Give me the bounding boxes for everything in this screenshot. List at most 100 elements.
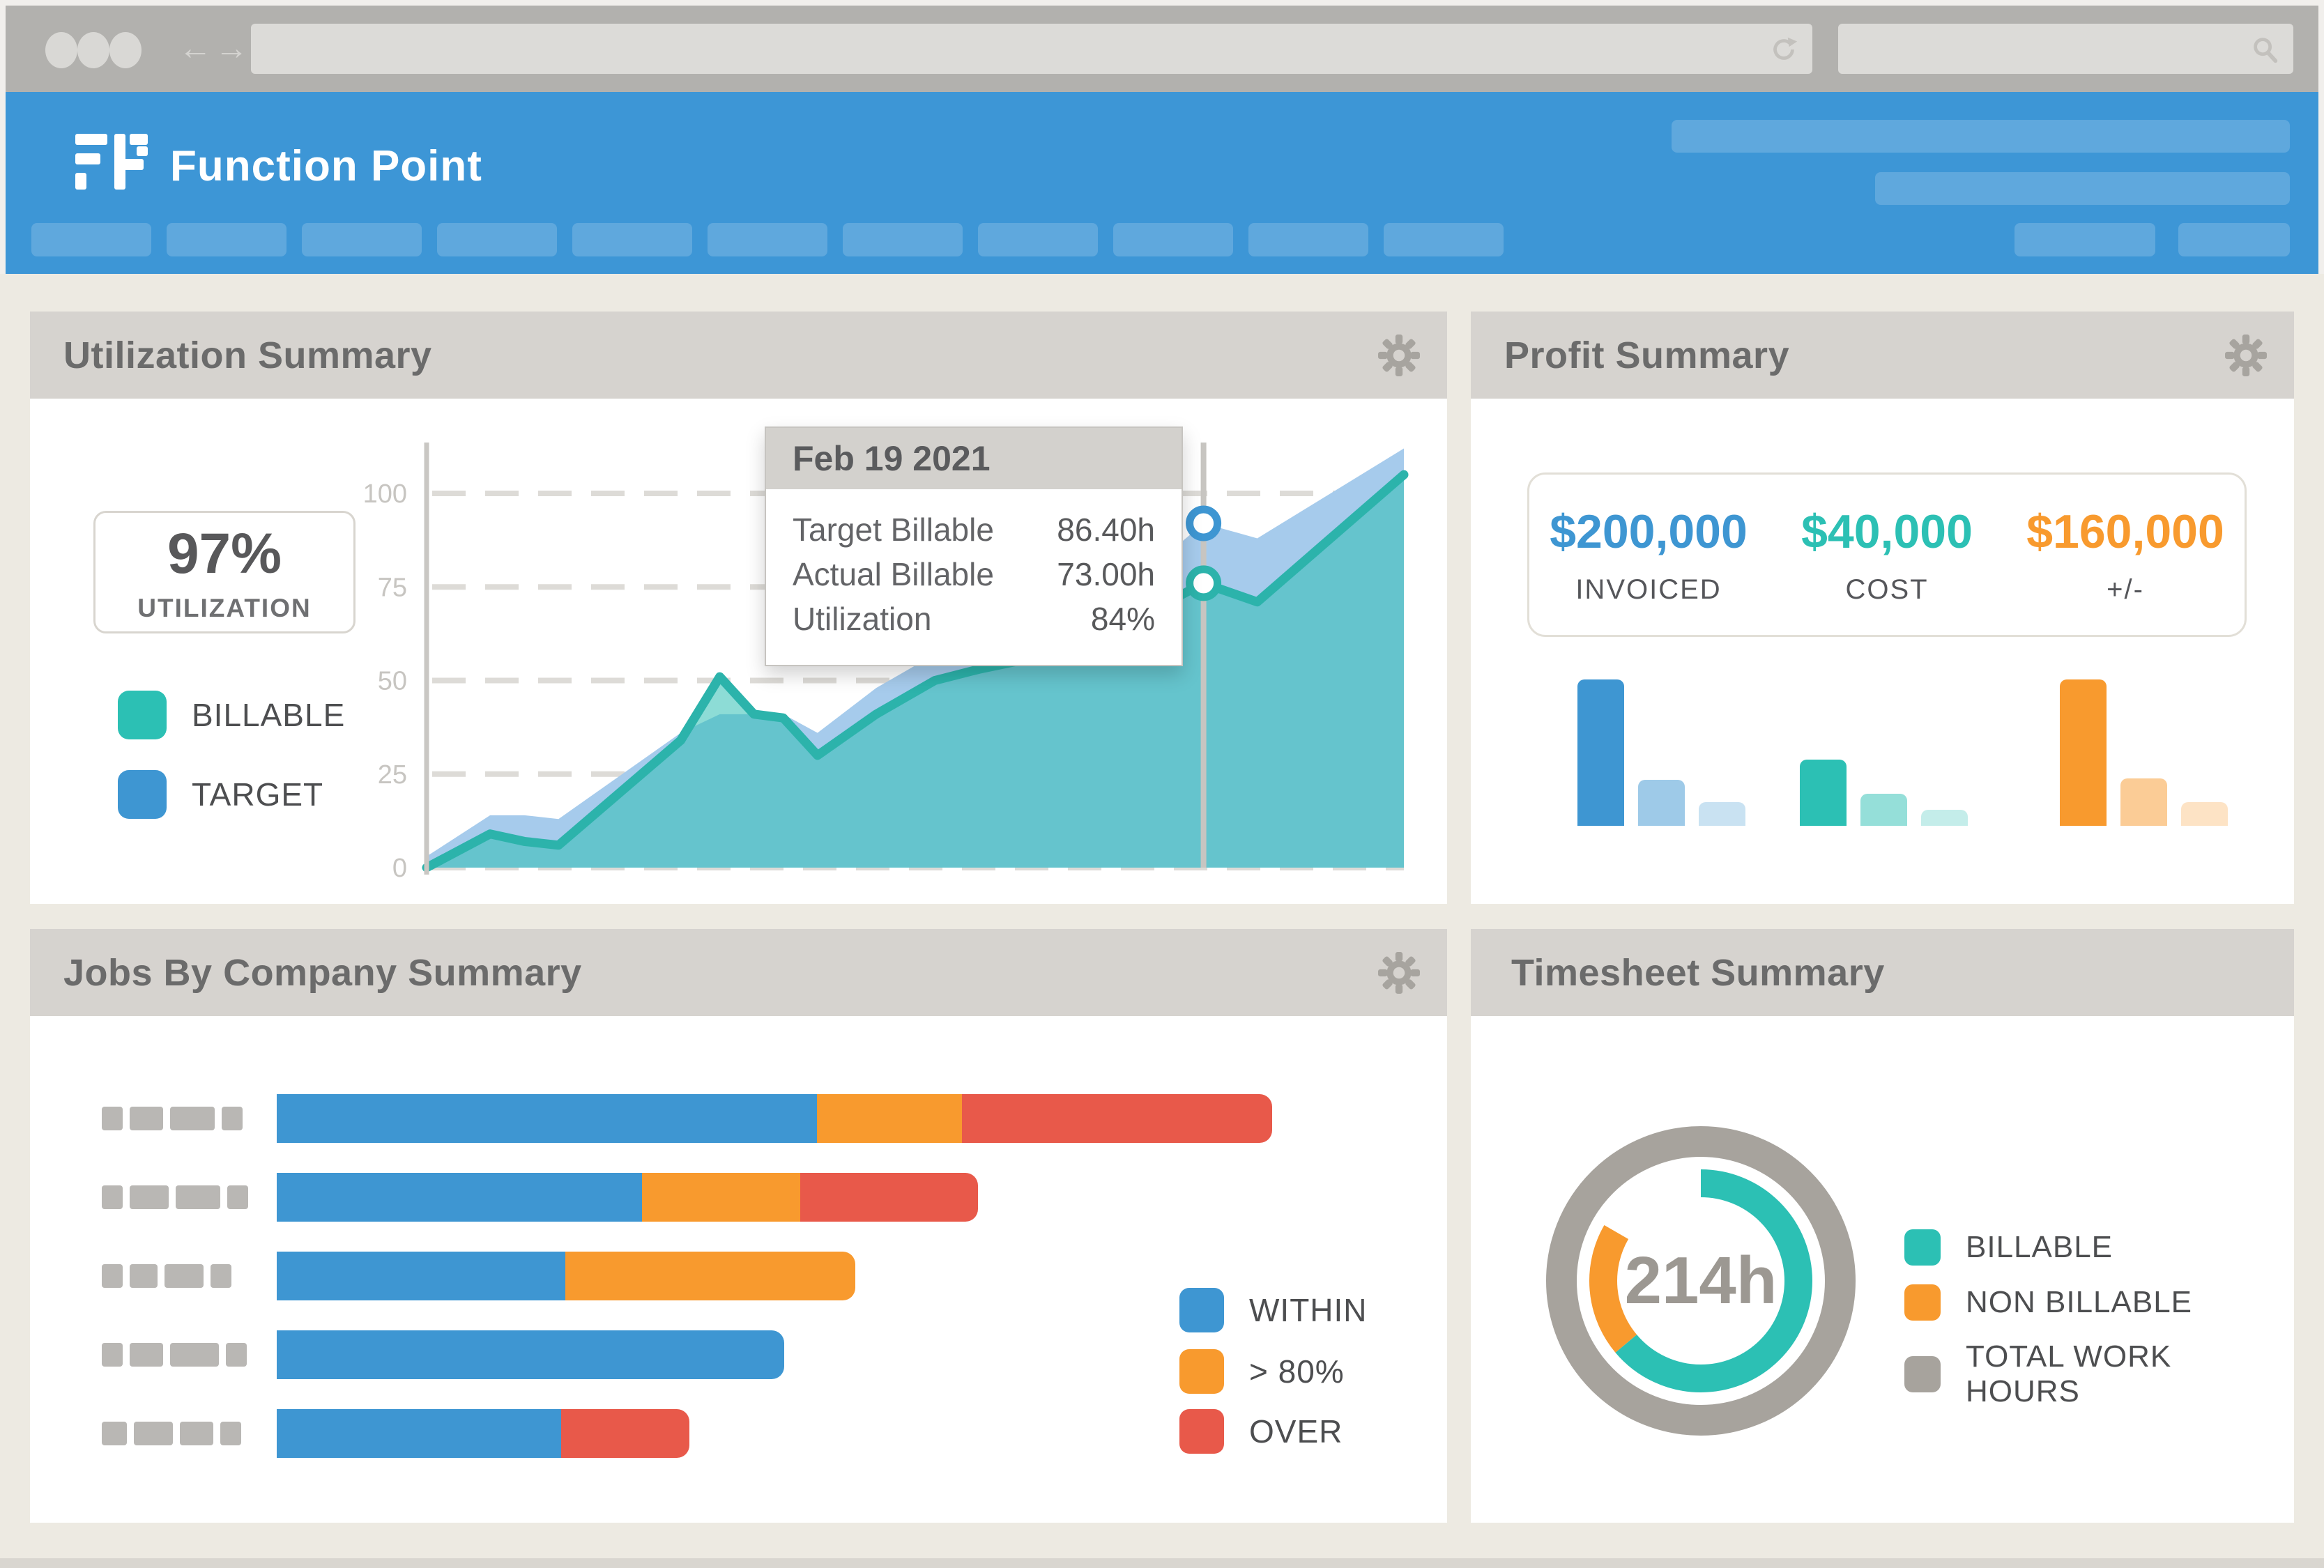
app-header: Function Point (6, 92, 2318, 274)
billable-swatch (118, 691, 167, 739)
panel-title: Profit Summary (1504, 334, 1790, 376)
tooltip-label: Utilization (793, 601, 932, 637)
label-block (165, 1264, 204, 1288)
panel-timesheet-summary: Timesheet Summary 214h BILLABLE NON BILL… (1471, 929, 2294, 1523)
profit-bar (1638, 780, 1685, 826)
panel-title: Utilization Summary (63, 334, 432, 376)
brand[interactable]: Function Point (75, 132, 482, 199)
legend-label: TARGET (192, 776, 324, 813)
nav-button[interactable] (843, 223, 963, 256)
stat-label: COST (1845, 574, 1929, 605)
nav-button[interactable] (572, 223, 692, 256)
tooltip-value: 73.00h (1057, 556, 1155, 592)
billable-marker-point[interactable] (1186, 565, 1222, 601)
nav-button[interactable] (302, 223, 422, 256)
tooltip-row: Actual Billable 73.00h (793, 552, 1155, 597)
window-button-minimize[interactable] (77, 32, 109, 68)
label-block (222, 1107, 243, 1130)
non-billable-swatch (1904, 1284, 1941, 1321)
bar-segment-gt80 (642, 1173, 800, 1222)
nav-button[interactable] (167, 223, 286, 256)
timesheet-donut-chart[interactable]: 214h (1534, 1114, 1868, 1448)
gt80-swatch (1179, 1349, 1224, 1394)
nav-button[interactable] (1248, 223, 1368, 256)
stat-value: $200,000 (1550, 505, 1748, 558)
job-company-label (102, 1264, 231, 1288)
job-company-label (102, 1185, 248, 1209)
gear-icon[interactable] (2224, 334, 2268, 377)
gear-icon[interactable] (1377, 334, 1421, 377)
gear-icon[interactable] (1377, 951, 1421, 994)
legend-label: OVER (1249, 1413, 1343, 1450)
bar-segment-over (962, 1094, 1272, 1143)
nav-button[interactable] (708, 223, 827, 256)
over-swatch (1179, 1409, 1224, 1454)
tooltip-row: Utilization 84% (793, 597, 1155, 641)
legend-item-over: OVER (1179, 1409, 1343, 1454)
stat-invoiced: $200,000 INVOICED (1529, 475, 1768, 635)
label-block (102, 1264, 123, 1288)
stat-value: $40,000 (1801, 505, 1973, 558)
bar-segment-gt80 (817, 1094, 962, 1143)
target-marker-point[interactable] (1186, 505, 1222, 541)
label-block (102, 1185, 123, 1209)
stat-label: INVOICED (1575, 574, 1722, 605)
nav-button[interactable] (1113, 223, 1233, 256)
svg-text:0: 0 (392, 854, 407, 883)
legend-item-total-work-hours: TOTAL WORK HOURS (1904, 1339, 2294, 1409)
nav-button[interactable] (31, 223, 151, 256)
job-stacked-bar[interactable] (277, 1094, 1272, 1143)
job-stacked-bar[interactable] (277, 1409, 689, 1458)
svg-text:50: 50 (378, 667, 407, 696)
job-company-label (102, 1107, 243, 1130)
label-block (211, 1264, 231, 1288)
bar-segment-within (277, 1330, 784, 1379)
legend-item-non-billable: NON BILLABLE (1904, 1284, 2192, 1321)
label-block (170, 1107, 215, 1130)
tooltip-body: Target Billable 86.40h Actual Billable 7… (766, 489, 1182, 665)
profit-bar (1699, 802, 1745, 826)
label-block (130, 1185, 169, 1209)
dashboard-content: Utilization Summary 0 25 50 75 100 97% UTILI… (0, 274, 2324, 1568)
legend-item-gt80: > 80% (1179, 1349, 1345, 1394)
profit-bar (1577, 679, 1624, 826)
profit-stats-card: $200,000 INVOICED $40,000 COST $160,000 … (1527, 472, 2247, 637)
stat-label: +/- (2107, 574, 2144, 605)
profit-bar (1921, 810, 1968, 826)
label-block (176, 1185, 220, 1209)
svg-text:25: 25 (378, 760, 407, 790)
browser-chrome: ← → (6, 6, 2318, 92)
job-stacked-bar[interactable] (277, 1252, 855, 1300)
label-block (134, 1422, 173, 1445)
nav-button[interactable] (978, 223, 1098, 256)
nav-button-right[interactable] (2178, 223, 2290, 256)
within-swatch (1179, 1288, 1224, 1332)
nav-button[interactable] (1384, 223, 1504, 256)
tooltip-date: Feb 19 2021 (766, 428, 1182, 489)
forward-icon[interactable]: → (215, 30, 248, 67)
utilization-percent: 97% (167, 522, 282, 585)
url-input[interactable] (251, 24, 1812, 74)
window-bottom-edge (0, 1558, 2324, 1568)
back-icon[interactable]: ← (178, 30, 212, 67)
header-placeholder-bar (1875, 172, 2290, 205)
search-input[interactable] (1838, 24, 2293, 74)
stat-plus-minus: $160,000 +/- (2006, 475, 2245, 635)
label-block (170, 1343, 219, 1367)
window-button-close[interactable] (45, 32, 77, 68)
job-stacked-bar[interactable] (277, 1173, 978, 1222)
refresh-icon[interactable] (1768, 33, 1800, 66)
window-button-maximize[interactable] (109, 32, 142, 68)
nav-button[interactable] (437, 223, 557, 256)
panel-header: Jobs By Company Summary (30, 929, 1447, 1016)
search-icon[interactable] (2249, 33, 2281, 66)
svg-text:100: 100 (363, 479, 407, 509)
label-block (130, 1343, 163, 1367)
nav-button-right[interactable] (2015, 223, 2155, 256)
billable-swatch (1904, 1229, 1941, 1266)
panel-utilization-summary: Utilization Summary 0 25 50 75 100 97% UTILI… (30, 312, 1447, 904)
job-stacked-bar[interactable] (277, 1330, 784, 1379)
legend-label: BILLABLE (192, 697, 346, 733)
legend-item-billable: BILLABLE (118, 691, 345, 739)
